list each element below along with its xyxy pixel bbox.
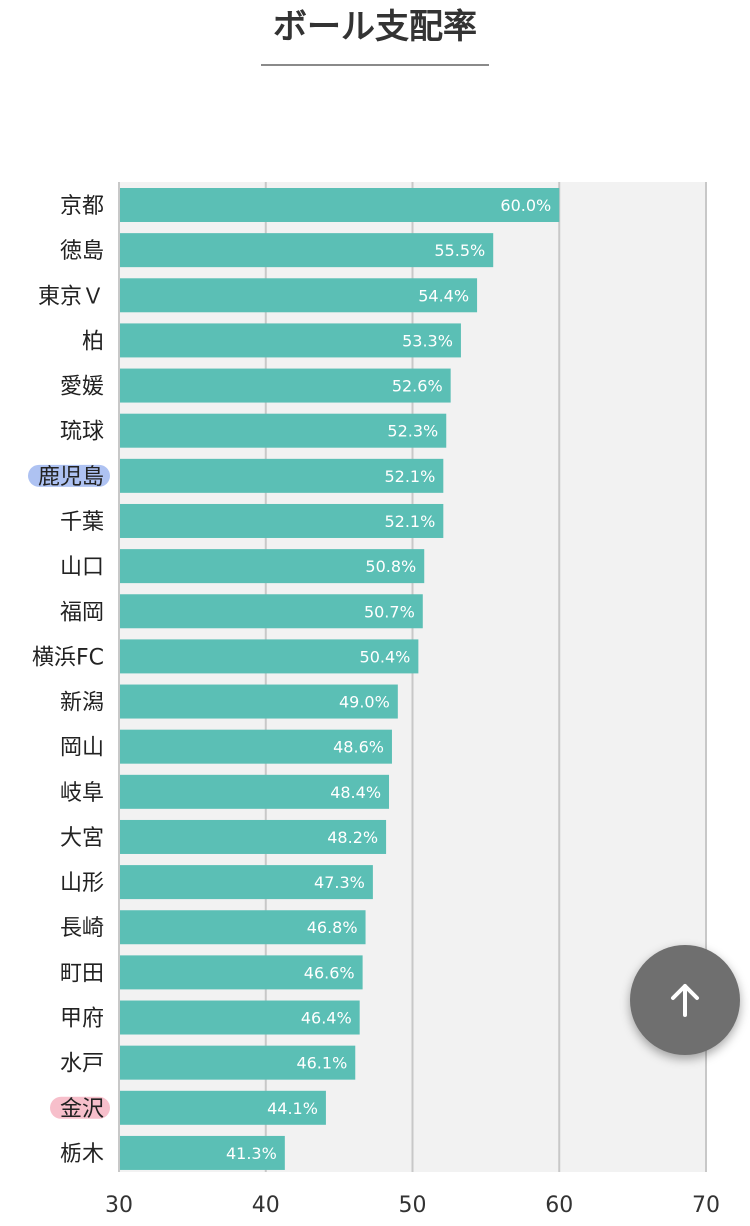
category-label: 甲府 (60, 1007, 104, 1032)
category-label: 栃木 (60, 1142, 104, 1167)
data-label: 52.3% (387, 422, 438, 441)
category-label: 町田 (60, 961, 104, 986)
data-label: 54.4% (418, 286, 469, 305)
category-label: 柏 (82, 329, 104, 354)
category-label: 東京Ｖ (38, 284, 104, 309)
bar (119, 819, 387, 854)
bar (119, 1000, 360, 1035)
data-label: 52.1% (384, 467, 435, 486)
bar (119, 503, 444, 538)
bar (119, 278, 478, 313)
category-label: 水戸 (60, 1052, 104, 1077)
category-label: 横浜FC (32, 645, 104, 670)
x-tick-label: 50 (399, 1193, 427, 1218)
data-label: 50.8% (365, 557, 416, 576)
data-label: 50.7% (364, 602, 415, 621)
highlight-marker (28, 464, 110, 487)
data-label: 52.6% (392, 377, 443, 396)
x-tick-label: 60 (545, 1193, 573, 1218)
bar (119, 729, 392, 764)
bar (119, 774, 390, 809)
bar (119, 684, 398, 719)
data-label: 44.1% (267, 1099, 318, 1118)
bar (119, 458, 444, 493)
category-label: 京都 (60, 194, 104, 219)
category-label: 岐阜 (60, 781, 104, 806)
data-label: 55.5% (434, 241, 485, 260)
bar (119, 594, 423, 629)
category-label: 千葉 (60, 510, 104, 535)
category-label: 鹿児島 (38, 465, 104, 490)
data-label: 48.6% (333, 738, 384, 757)
bar (119, 639, 419, 674)
category-label: 長崎 (60, 916, 104, 941)
data-label: 41.3% (226, 1144, 277, 1163)
category-label: 福岡 (60, 600, 104, 625)
category-label: 山口 (60, 555, 104, 580)
data-label: 47.3% (314, 873, 365, 892)
bar (119, 233, 494, 268)
highlight-marker (50, 1096, 110, 1119)
x-tick-label: 40 (252, 1193, 280, 1218)
title-underline (261, 64, 489, 66)
bar (119, 1090, 326, 1125)
category-label: 金沢 (60, 1097, 104, 1122)
data-label: 53.3% (402, 331, 453, 350)
category-label: 愛媛 (60, 375, 104, 400)
category-label: 山形 (60, 871, 104, 896)
data-label: 48.2% (327, 828, 378, 847)
data-label: 52.1% (384, 512, 435, 531)
category-label: 岡山 (60, 736, 104, 761)
category-label: 琉球 (60, 420, 104, 445)
scroll-to-top-button[interactable] (630, 945, 740, 1055)
bar (119, 1045, 356, 1080)
category-label: 徳島 (60, 239, 104, 264)
data-label: 60.0% (500, 196, 551, 215)
bar (119, 1135, 285, 1170)
bar (119, 549, 425, 584)
arrow-up-icon (671, 984, 699, 1017)
data-label: 46.8% (307, 918, 358, 937)
bar (119, 368, 451, 403)
data-label: 46.1% (296, 1054, 347, 1073)
bar (119, 910, 366, 945)
data-label: 46.6% (304, 963, 355, 982)
bar (119, 413, 447, 448)
bar (119, 955, 363, 990)
category-label: 新潟 (60, 691, 104, 716)
chart-title: ボール支配率 (273, 7, 477, 47)
data-label: 49.0% (339, 693, 390, 712)
bar (119, 323, 461, 358)
bar (119, 188, 560, 222)
x-tick-label: 30 (105, 1193, 133, 1218)
data-label: 48.4% (330, 783, 381, 802)
data-label: 46.4% (301, 1009, 352, 1028)
category-label: 大宮 (60, 826, 104, 851)
data-label: 50.4% (360, 647, 411, 666)
bar (119, 865, 373, 900)
x-tick-label: 70 (692, 1193, 720, 1218)
